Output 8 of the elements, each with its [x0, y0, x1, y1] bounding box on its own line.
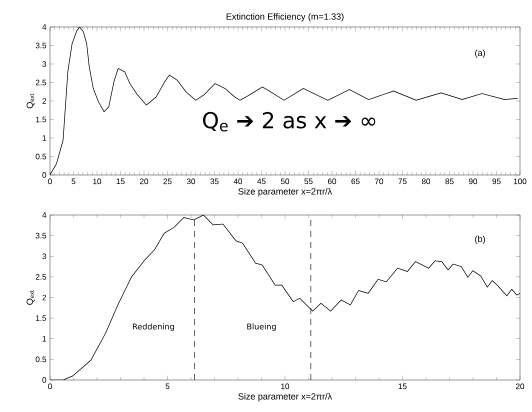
annotation: Q$_{e}$ ➔ 2 as x ➔ ∞ — [203, 112, 376, 132]
chart-title: Extinction Efficiency (m=1.33) — [226, 13, 344, 22]
y-axis-title: Q$_{ext}$ — [26, 290, 35, 305]
x-axis-title: Size parameter x=2πr/λ — [238, 393, 332, 402]
annotation: (b) — [475, 236, 485, 244]
x-axis-title: Size parameter x=2πr/λ — [238, 188, 332, 196]
y-axis-title: Q$_{ext}$ — [26, 94, 35, 108]
annotation: (a) — [475, 49, 485, 58]
